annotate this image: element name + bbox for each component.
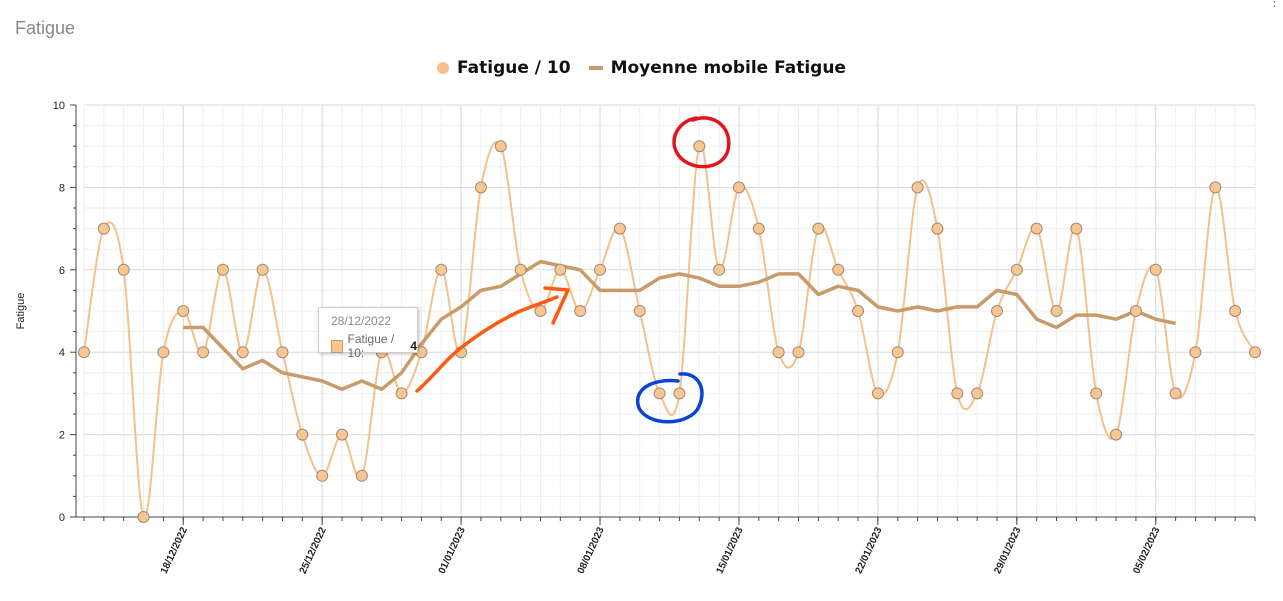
- tooltip-row: Fatigue / 10: 4: [331, 332, 417, 360]
- legend-item-moving-average[interactable]: Moyenne mobile Fatigue: [588, 58, 846, 78]
- x-tick-label: 25/12/2022: [298, 525, 329, 575]
- tooltip-value: 4: [410, 339, 417, 353]
- data-point-fatigue: [256, 263, 269, 276]
- legend-line-icon: [588, 66, 603, 70]
- legend-dot-icon: [437, 62, 450, 74]
- data-point-fatigue: [316, 469, 329, 482]
- data-point-fatigue: [613, 222, 626, 235]
- data-point-fatigue: [792, 346, 805, 359]
- legend-label-fatigue: Fatigue / 10: [457, 58, 571, 78]
- orange-arrowhead-annotation: [543, 286, 570, 325]
- blue-circle-annotation: [635, 372, 704, 424]
- data-point-fatigue: [197, 346, 210, 359]
- data-point-fatigue: [653, 387, 666, 400]
- data-point-fatigue: [732, 181, 745, 194]
- y-tick-label: 4: [59, 347, 65, 359]
- x-tick-label: 05/02/2023: [1131, 525, 1162, 575]
- data-point-fatigue: [216, 263, 229, 276]
- y-tick-label: 0: [59, 512, 65, 524]
- page-title: Fatigue: [15, 18, 76, 38]
- data-point-fatigue: [673, 387, 686, 400]
- data-point-fatigue: [772, 346, 785, 359]
- data-point-fatigue: [435, 263, 448, 276]
- data-point-fatigue: [514, 263, 527, 276]
- y-tick-label: 6: [59, 265, 65, 277]
- hand-drawn-annotations: [415, 116, 731, 424]
- series-line-moving-average: [183, 259, 1176, 392]
- orange-arrow-annotation: [415, 295, 559, 393]
- data-point-fatigue: [276, 346, 289, 359]
- grid: [83, 104, 1256, 518]
- data-point-fatigue: [494, 140, 507, 153]
- legend-label-moving-average: Moyenne mobile Fatigue: [610, 58, 846, 78]
- data-point-fatigue: [713, 263, 726, 276]
- tooltip-swatch-icon: [331, 339, 343, 353]
- data-point-fatigue: [157, 346, 170, 359]
- data-point-fatigue: [1149, 263, 1162, 276]
- series-line-fatigue: [83, 140, 1256, 519]
- data-point-fatigue: [931, 222, 944, 235]
- tooltip-series-label: Fatigue / 10:: [347, 332, 395, 360]
- series: [78, 140, 1261, 523]
- data-point-fatigue: [97, 222, 110, 235]
- data-point-fatigue: [117, 263, 130, 276]
- data-point-fatigue: [891, 346, 904, 359]
- x-tick-label: 29/01/2023: [992, 525, 1023, 575]
- y-tick-label: 10: [53, 100, 65, 112]
- data-point-fatigue: [990, 305, 1003, 317]
- legend-item-fatigue[interactable]: Fatigue / 10: [437, 58, 571, 78]
- data-point-fatigue: [296, 428, 309, 441]
- data-point-fatigue: [1090, 387, 1103, 400]
- x-tick-label: 01/01/2023: [437, 525, 468, 575]
- data-point-fatigue: [951, 387, 964, 400]
- data-point-fatigue: [1209, 181, 1222, 194]
- data-point-fatigue: [1030, 222, 1043, 235]
- data-point-fatigue: [395, 387, 408, 400]
- data-point-fatigue: [137, 511, 150, 523]
- data-point-fatigue: [554, 263, 567, 276]
- data-point-fatigue: [534, 305, 547, 317]
- data-point-fatigue: [177, 305, 190, 317]
- y-tick-label: 2: [59, 430, 65, 442]
- data-point-fatigue: [1070, 222, 1083, 235]
- data-point-fatigue: [852, 305, 865, 317]
- tooltip-date: 28/12/2022: [331, 314, 392, 328]
- data-point-fatigue: [594, 263, 607, 276]
- data-point-fatigue: [911, 181, 924, 194]
- data-point-fatigue: [1110, 428, 1123, 441]
- data-point-fatigue: [633, 305, 646, 317]
- data-point-fatigue: [1229, 305, 1242, 317]
- x-tick-label: 22/01/2023: [853, 525, 884, 575]
- data-point-fatigue: [971, 387, 984, 400]
- data-point-fatigue: [1050, 305, 1063, 317]
- data-point-fatigue: [474, 181, 487, 194]
- data-point-fatigue: [1010, 263, 1023, 276]
- y-axis-label: Fatigue: [15, 293, 27, 330]
- data-point-fatigue: [1129, 305, 1142, 317]
- data-point-fatigue: [336, 428, 349, 441]
- data-point-fatigue: [1249, 346, 1261, 359]
- data-point-fatigue: [1189, 346, 1202, 359]
- data-point-fatigue: [871, 387, 884, 400]
- data-point-fatigue: [1169, 387, 1182, 400]
- data-point-fatigue: [78, 346, 90, 359]
- more-vertical-icon[interactable]: ⋮: [1268, 0, 1281, 10]
- axes: 0 2 4 6 8 10 Fatigue 18/12/2022 25/12/2022 01/01/…: [15, 100, 1256, 576]
- chart-legend: Fatigue / 10 Moyenne mobile Fatigue: [0, 58, 1283, 78]
- data-point-fatigue: [574, 305, 587, 317]
- data-point-fatigue: [693, 140, 706, 153]
- data-point-fatigue: [832, 263, 845, 276]
- data-point-fatigue: [355, 469, 368, 482]
- y-tick-label: 8: [59, 182, 65, 194]
- data-point-fatigue: [812, 222, 825, 235]
- data-point-fatigue: [752, 222, 765, 235]
- x-tick-label: 18/12/2022: [159, 525, 190, 575]
- red-circle-annotation: [672, 116, 731, 169]
- x-tick-label: 08/01/2023: [576, 525, 607, 575]
- data-point-fatigue: [236, 346, 249, 359]
- data-point-tooltip: 28/12/2022 Fatigue / 10: 4: [318, 307, 418, 360]
- x-tick-label: 15/01/2023: [715, 525, 746, 575]
